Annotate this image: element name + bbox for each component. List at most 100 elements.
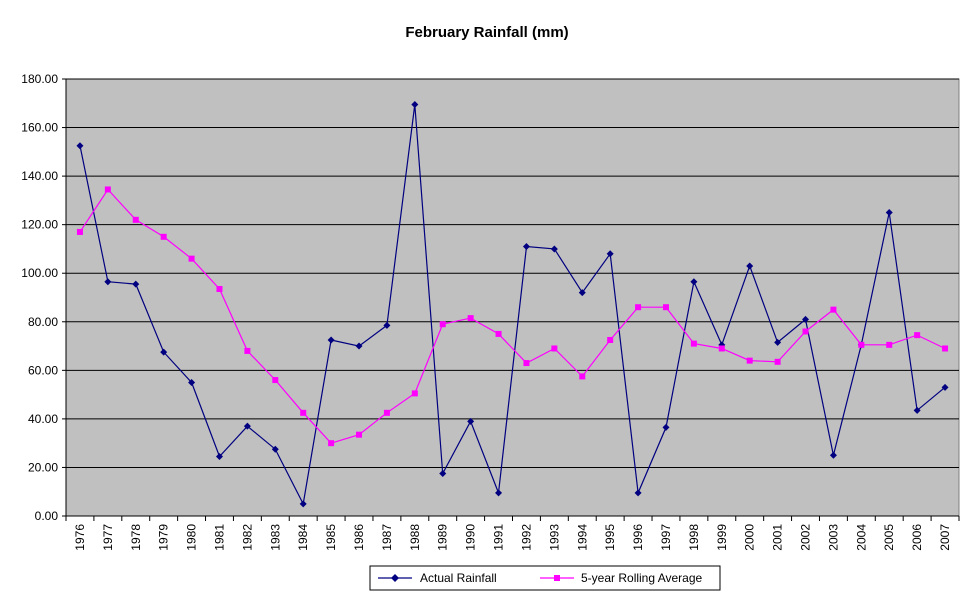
data-point xyxy=(690,278,698,286)
y-tick-label: 60.00 xyxy=(28,363,58,377)
data-point xyxy=(579,373,586,380)
y-tick-label: 180.00 xyxy=(21,72,58,86)
y-tick-label: 40.00 xyxy=(28,412,58,426)
x-tick-label: 1999 xyxy=(715,524,729,551)
x-tick-label: 1985 xyxy=(324,524,338,551)
series-line xyxy=(79,188,946,444)
x-tick-label: 1983 xyxy=(268,524,282,551)
x-tick-label: 2006 xyxy=(910,524,924,551)
x-tick-label: 2002 xyxy=(799,524,813,551)
y-tick-label: 80.00 xyxy=(28,315,58,329)
data-point xyxy=(942,345,949,352)
y-tick-label: 140.00 xyxy=(21,169,58,183)
x-tick-label: 1997 xyxy=(659,524,673,551)
data-point xyxy=(160,233,167,240)
x-tick-label: 1992 xyxy=(519,524,533,551)
data-point xyxy=(746,357,753,364)
x-tick-label: 1990 xyxy=(464,524,478,551)
data-point xyxy=(495,489,503,497)
data-point xyxy=(411,390,418,397)
data-point xyxy=(76,142,84,150)
data-point xyxy=(244,347,251,354)
data-point xyxy=(829,451,837,459)
x-tick-label: 1978 xyxy=(129,524,143,551)
data-point xyxy=(243,422,251,430)
data-point xyxy=(411,100,419,108)
x-tick-label: 1976 xyxy=(73,524,87,551)
data-point xyxy=(300,409,307,416)
x-tick-label: 1986 xyxy=(352,524,366,551)
x-tick-label: 1993 xyxy=(547,524,561,551)
y-tick-label: 0.00 xyxy=(35,509,59,523)
y-tick-label: 20.00 xyxy=(28,460,58,474)
data-point xyxy=(439,321,446,328)
x-tick-label: 1979 xyxy=(157,524,171,551)
series-layer xyxy=(76,100,949,508)
x-tick-label: 2003 xyxy=(826,524,840,551)
data-point xyxy=(383,409,390,416)
data-point xyxy=(299,500,307,508)
x-tick-label: 1988 xyxy=(408,524,422,551)
data-point xyxy=(188,255,195,262)
data-point xyxy=(941,383,949,391)
data-point xyxy=(272,377,279,384)
x-tick-label: 1996 xyxy=(631,524,645,551)
x-axis: 1976 1977 1978 1979 1980 1981 1982 1983 1984 1985… xyxy=(65,515,960,551)
data-point xyxy=(439,470,447,478)
data-point xyxy=(160,348,168,356)
data-point xyxy=(635,304,642,311)
data-point xyxy=(355,342,363,350)
x-tick-label: 1991 xyxy=(492,524,506,551)
data-point xyxy=(913,406,921,414)
data-point xyxy=(886,341,893,348)
data-point xyxy=(495,330,502,337)
x-tick-label: 1987 xyxy=(380,524,394,551)
x-tick-label: 2001 xyxy=(771,524,785,551)
data-point xyxy=(132,280,140,288)
x-tick-label: 1995 xyxy=(603,524,617,551)
data-point xyxy=(467,417,475,425)
y-tick-label: 160.00 xyxy=(21,121,58,135)
data-point xyxy=(551,345,558,352)
data-point xyxy=(188,378,196,386)
data-point xyxy=(802,328,809,335)
data-point xyxy=(718,345,725,352)
x-tick-label: 2004 xyxy=(854,524,868,551)
x-tick-label: 2005 xyxy=(882,524,896,551)
x-tick-label: 1998 xyxy=(687,524,701,551)
x-tick-label: 2007 xyxy=(938,524,952,551)
data-point xyxy=(104,278,112,286)
legend-marker-actual xyxy=(391,574,399,582)
x-tick-label: 1977 xyxy=(101,524,115,551)
gridlines xyxy=(66,78,959,468)
data-point xyxy=(271,445,279,453)
data-point xyxy=(802,315,810,323)
x-tick-label: 1980 xyxy=(185,524,199,551)
data-point xyxy=(523,360,530,367)
chart-title: February Rainfall (mm) xyxy=(405,24,568,41)
data-point xyxy=(914,332,921,339)
series-1 xyxy=(76,186,949,447)
series-line xyxy=(79,104,946,506)
data-point xyxy=(830,306,837,313)
x-tick-label: 2000 xyxy=(743,524,757,551)
y-axis: 0.00 20.00 40.00 60.00 80.00 100.00 120.00 140.… xyxy=(21,72,67,523)
y-tick-label: 100.00 xyxy=(21,266,58,280)
data-point xyxy=(383,321,391,329)
x-tick-label: 1989 xyxy=(436,524,450,551)
legend-label-rolling: 5-year Rolling Average xyxy=(581,571,703,585)
data-point xyxy=(550,245,558,253)
plot-area xyxy=(65,78,960,517)
data-point xyxy=(104,186,111,193)
y-tick-label: 120.00 xyxy=(21,218,58,232)
data-point xyxy=(215,453,223,461)
legend-marker-rolling xyxy=(554,575,560,581)
data-point xyxy=(885,209,893,217)
data-point xyxy=(634,489,642,497)
x-tick-label: 1984 xyxy=(296,524,310,551)
data-point xyxy=(662,423,670,431)
data-point xyxy=(327,336,335,344)
data-point xyxy=(606,250,614,258)
data-point xyxy=(607,336,614,343)
